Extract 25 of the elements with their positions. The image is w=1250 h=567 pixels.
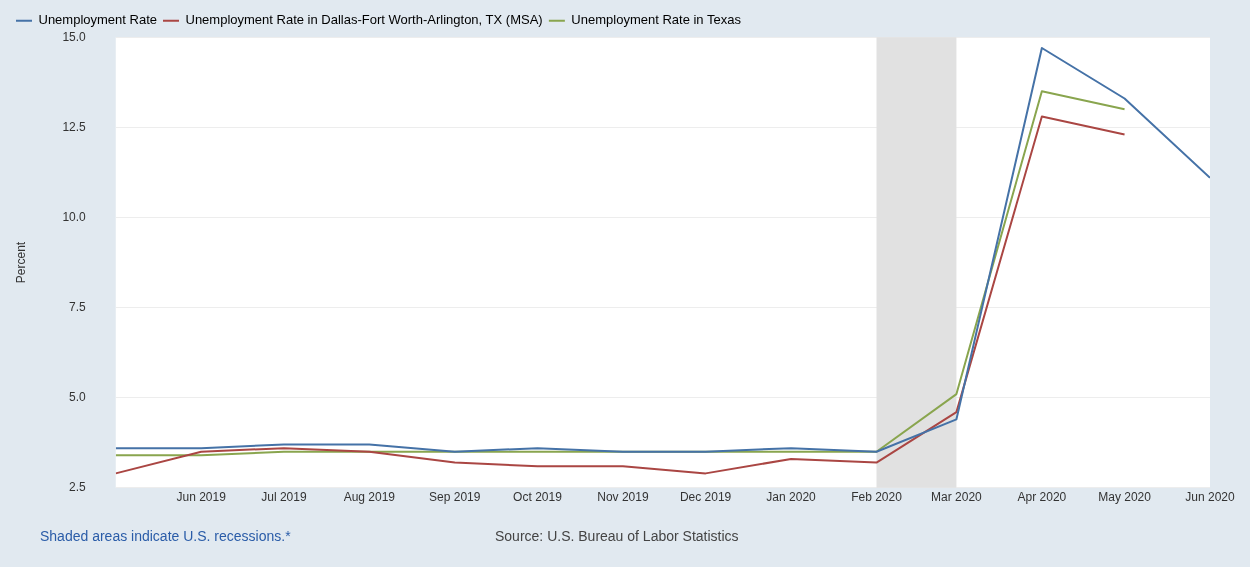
source-note: Source: U.S. Bureau of Labor Statistics xyxy=(495,528,739,544)
y-tick-label: 12.5 xyxy=(62,119,87,134)
y-tick-label: 7.5 xyxy=(69,299,87,314)
x-tick-label: Jun 2020 xyxy=(1185,490,1236,505)
x-tick-label: Dec 2019 xyxy=(679,490,732,505)
y-tick-label: 15.0 xyxy=(62,29,87,44)
y-tick-label: 10.0 xyxy=(62,209,87,224)
x-tick-label: Oct 2019 xyxy=(513,490,563,505)
y-tick-label: 5.0 xyxy=(69,389,87,404)
x-tick-label: May 2020 xyxy=(1098,490,1152,505)
x-tick-label: Nov 2019 xyxy=(597,490,649,505)
y-tick-label: 2.5 xyxy=(69,480,87,495)
x-tick-label: Apr 2020 xyxy=(1017,490,1067,505)
legend-label: Unemployment Rate xyxy=(38,12,157,28)
x-tick-label: Jan 2020 xyxy=(766,490,817,505)
legend-label: Unemployment Rate in Texas xyxy=(571,12,742,28)
x-tick-label: Mar 2020 xyxy=(931,490,983,505)
x-tick-label: Feb 2020 xyxy=(851,490,903,505)
y-axis-title: Percent xyxy=(13,241,28,284)
text: Shaded areas indicate U.S. recessions.* xyxy=(40,528,291,544)
x-tick-label: Jul 2019 xyxy=(261,490,307,505)
x-tick-label: Sep 2019 xyxy=(429,490,481,505)
x-tick-label: Jun 2019 xyxy=(176,490,227,505)
x-tick-label: Aug 2019 xyxy=(343,490,396,505)
legend-label: Unemployment Rate in Dallas-Fort Worth-Arlington, TX (MSA) xyxy=(185,12,543,28)
